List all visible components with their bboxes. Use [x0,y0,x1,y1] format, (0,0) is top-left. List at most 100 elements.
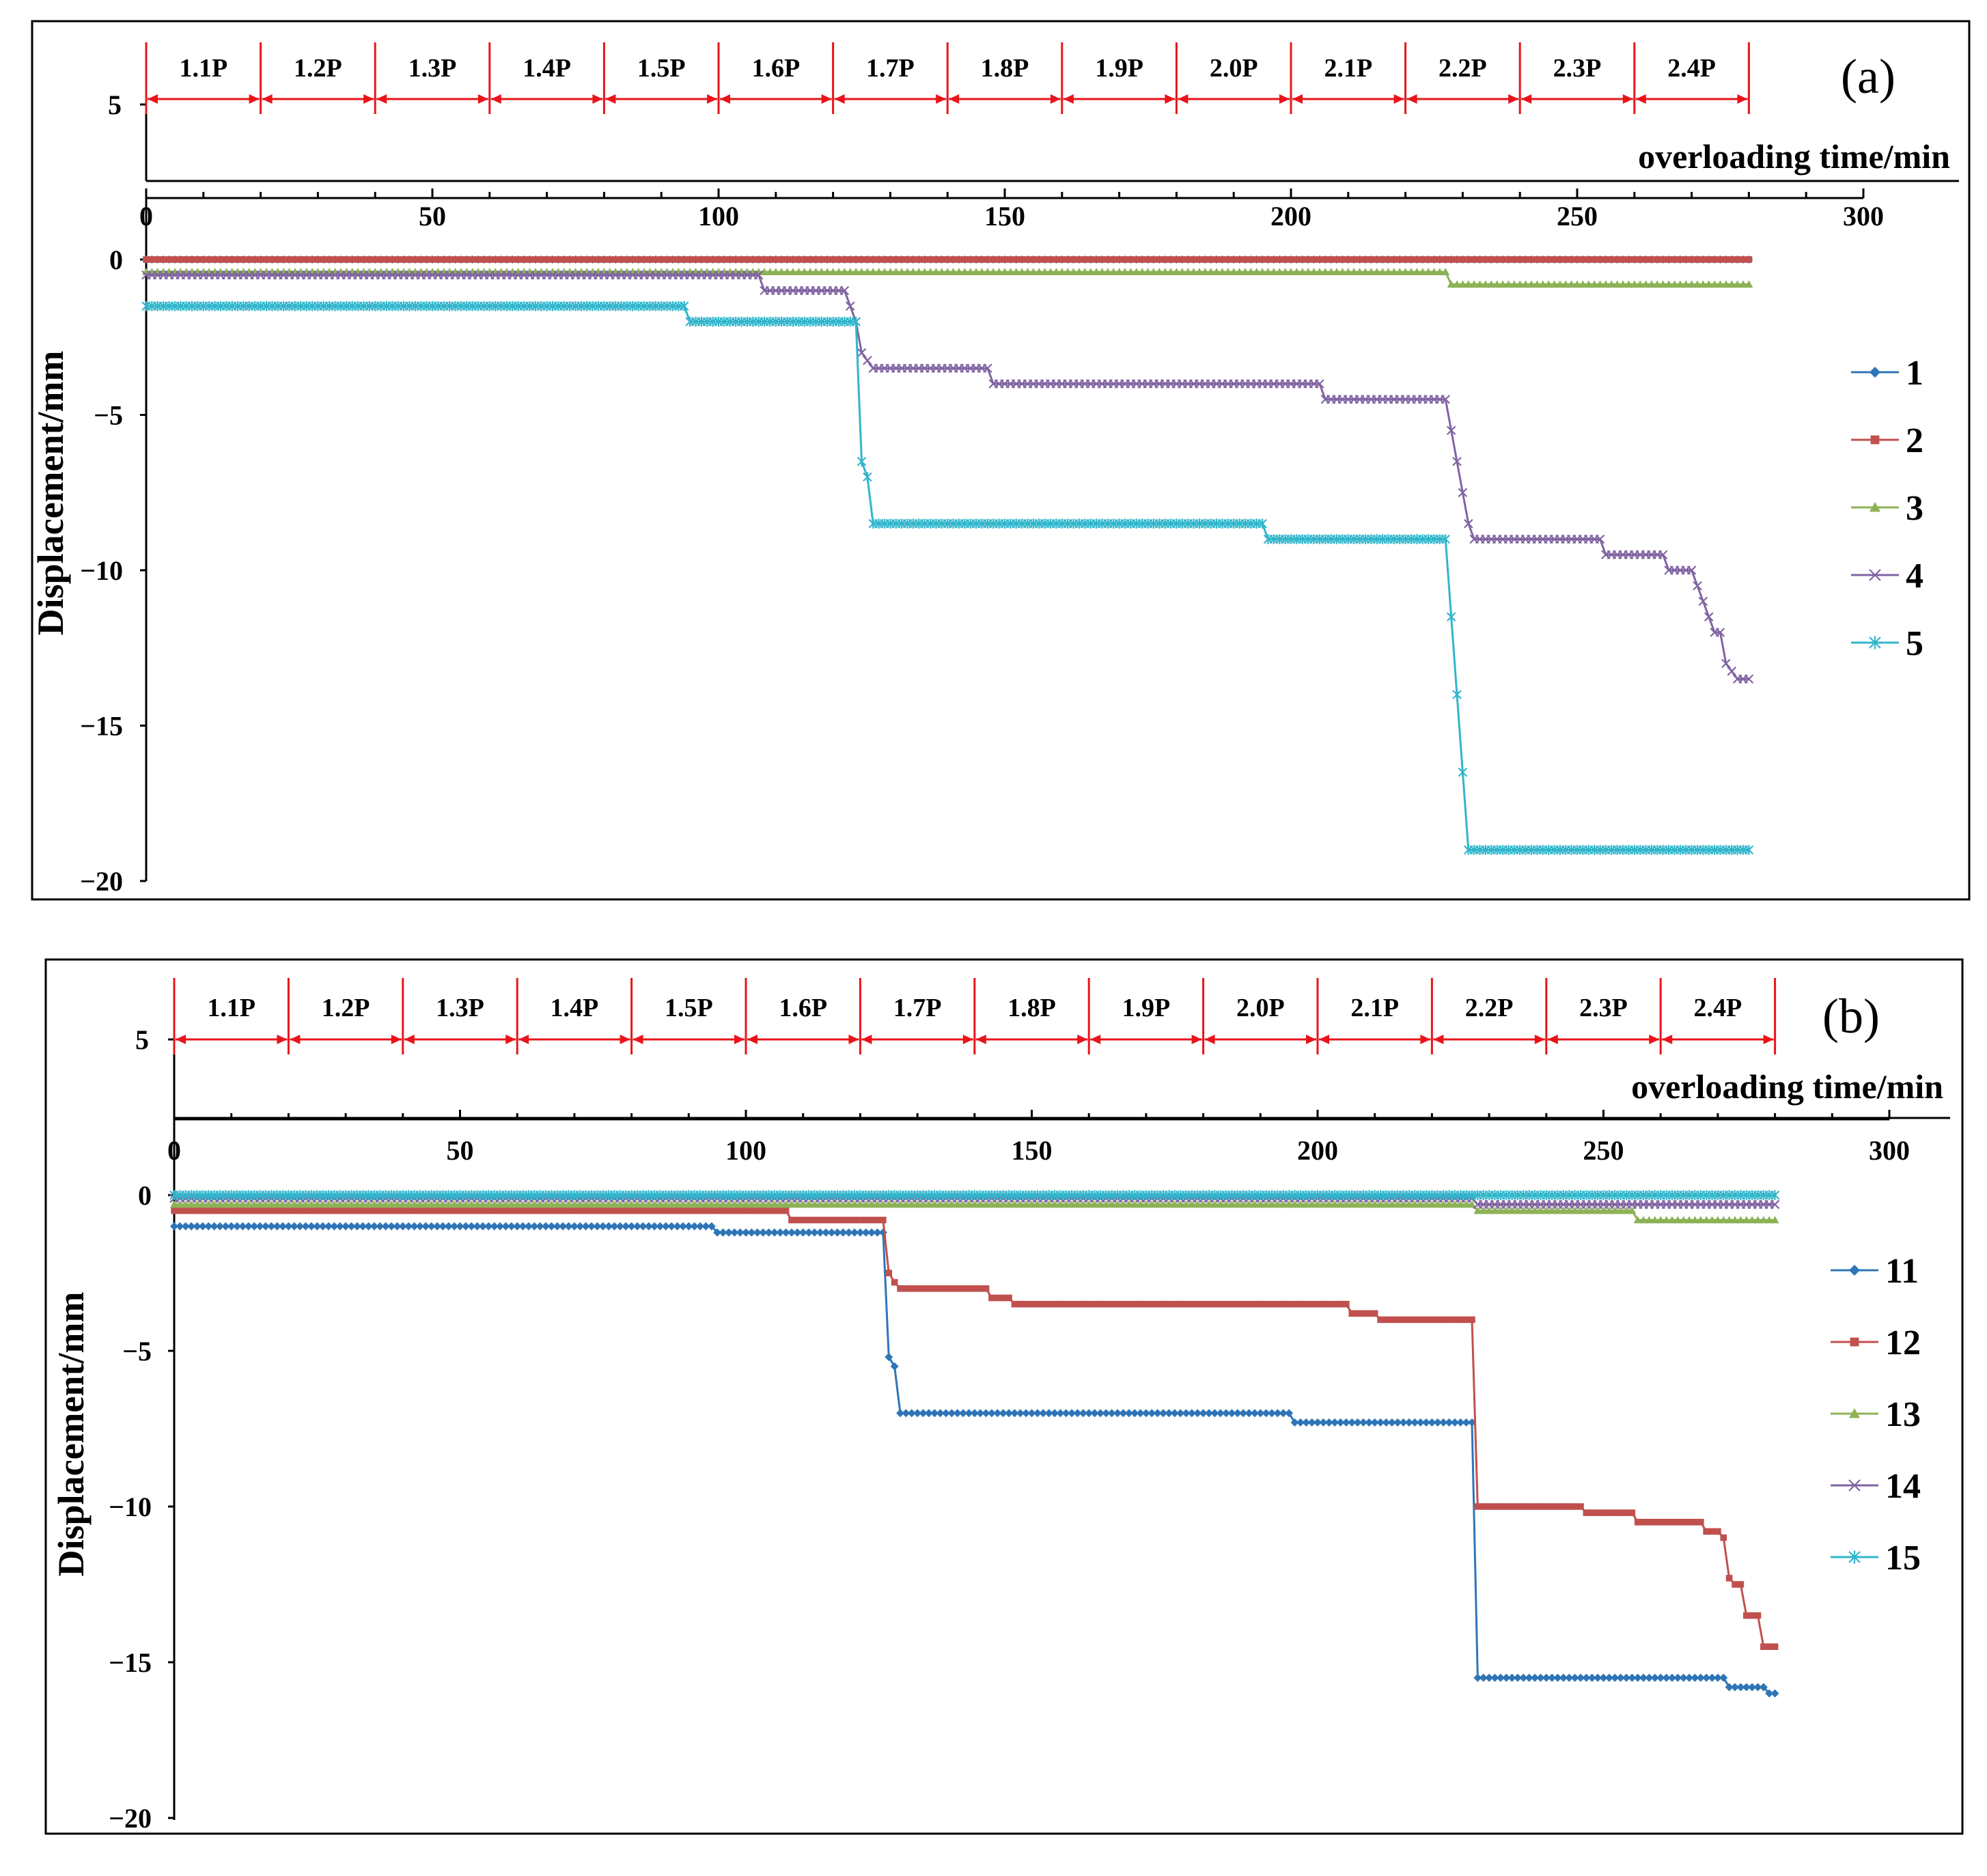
data-point-13 [736,1200,745,1208]
data-point-3 [1527,280,1536,288]
data-point-2 [1499,256,1506,263]
data-point-13 [273,1200,281,1208]
data-point-13 [255,1200,264,1208]
data-point-13 [1473,1206,1482,1214]
data-point-2 [1362,256,1369,263]
data-point-13 [1433,1200,1442,1208]
series-5 [141,301,1754,855]
data-point-12 [1663,1519,1670,1526]
data-point-11 [976,1409,985,1418]
data-point-2 [1115,256,1123,263]
data-point-3 [817,268,826,275]
data-point-11 [1656,1673,1665,1682]
data-point-12 [1451,1316,1458,1324]
data-point-3 [1384,268,1393,275]
data-point-12 [239,1207,247,1214]
data-point-3 [1430,268,1439,275]
data-point-2 [1207,256,1214,263]
data-point-13 [1582,1206,1591,1214]
data-point-11 [1159,1409,1168,1418]
data-point-11 [1342,1418,1350,1427]
data-point-13 [861,1200,870,1208]
data-point-4 [1704,612,1714,622]
data-point-2 [486,256,493,263]
data-point-2 [967,256,974,263]
data-point-11 [747,1228,756,1237]
data-point-11 [404,1222,413,1231]
data-point-12 [439,1207,447,1214]
data-point-4 [839,285,850,296]
data-point-11 [1633,1673,1642,1682]
data-point-12 [771,1207,778,1214]
data-point-2 [1110,256,1117,263]
data-point-3 [1229,268,1238,275]
data-point-11 [673,1222,682,1231]
data-point-12 [1320,1300,1327,1308]
data-point-13 [1370,1200,1379,1208]
legend-item-4: 4 [1851,557,1923,596]
data-point-11 [1587,1673,1596,1682]
data-point-13 [1256,1200,1265,1208]
data-point-2 [1070,256,1077,263]
stage-arrowhead [1508,94,1519,104]
data-point-2 [1156,256,1163,263]
data-point-11 [639,1222,648,1231]
data-point-13 [307,1200,316,1208]
data-point-3 [1658,280,1667,288]
data-point-3 [1510,280,1518,288]
data-point-3 [1338,268,1347,275]
data-point-12 [634,1207,641,1214]
data-point-11 [1102,1409,1111,1418]
data-point-2 [1213,256,1220,263]
data-point-2 [732,256,739,263]
stage-arrowhead [1635,94,1646,104]
data-point-12 [1257,1300,1264,1308]
data-point-5 [1257,518,1267,529]
stage-arrowhead [633,1035,643,1044]
data-point-2 [1430,256,1438,263]
data-point-13 [1073,1200,1082,1208]
data-point-13 [221,1200,230,1208]
data-point-11 [1010,1409,1019,1418]
data-point-13 [622,1200,630,1208]
data-point-11 [610,1222,619,1231]
data-point-12 [651,1207,658,1214]
data-point-12 [1560,1503,1567,1510]
data-point-13 [1005,1200,1014,1208]
data-point-12 [176,1207,184,1214]
data-point-3 [880,268,889,275]
data-point-2 [1654,256,1661,263]
data-point-13 [415,1200,424,1208]
data-point-11 [598,1222,607,1231]
data-point-2 [932,256,940,263]
data-point-3 [1418,268,1427,275]
data-point-3 [1492,280,1501,288]
data-point-11 [1576,1673,1585,1682]
data-point-2 [841,256,848,263]
data-point-2 [234,256,241,263]
data-point-2 [412,256,419,263]
data-point-2 [1087,256,1094,263]
stage-arrowhead [734,1035,745,1044]
stage-arrowhead [391,1035,402,1044]
data-point-2 [1522,256,1529,263]
data-point-2 [263,256,270,263]
data-point-3 [1223,268,1232,275]
data-point-11 [622,1222,630,1231]
data-point-11 [1399,1418,1408,1427]
data-point-3 [1018,268,1027,275]
data-point-13 [181,1200,190,1208]
data-point-2 [818,256,825,263]
data-point-11 [1296,1418,1305,1427]
legend-label: 14 [1885,1467,1921,1506]
data-point-3 [1464,280,1473,288]
data-point-2 [1642,256,1650,263]
data-point-11 [318,1222,327,1231]
data-point-11 [1570,1673,1579,1682]
data-point-2 [1001,256,1008,263]
data-point-12 [1674,1519,1682,1526]
data-point-11 [536,1222,544,1231]
data-point-11 [467,1222,476,1231]
top-strip-tick-label: 5 [108,89,122,120]
data-point-3 [1389,268,1398,275]
